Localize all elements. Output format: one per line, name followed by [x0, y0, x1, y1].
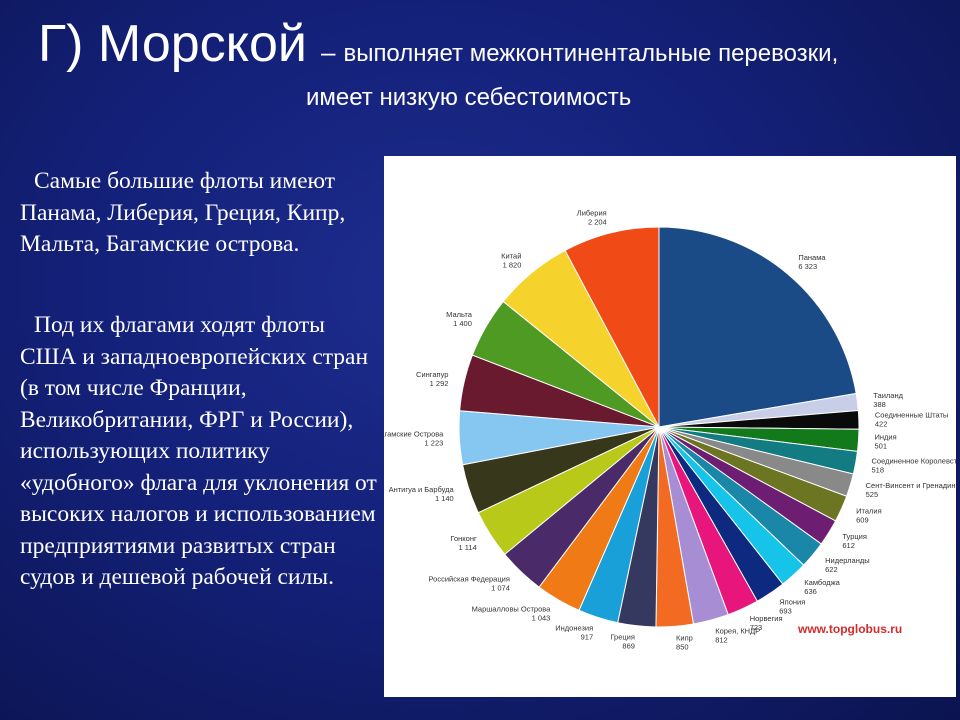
- slice-label-18: Гонконг: [450, 534, 477, 543]
- slice-label-24: Либерия: [577, 208, 607, 217]
- slice-value-6: 609: [856, 515, 869, 524]
- slice-label-5: Сент-Винсент и Гренадины: [866, 481, 956, 490]
- slice-value-2: 422: [875, 419, 888, 428]
- slice-label-4: Соединенное Королевство: [872, 457, 956, 466]
- slice-value-12: 812: [715, 636, 728, 645]
- title-rest: выполняет межконтинентальные перевозки,: [343, 40, 839, 67]
- slice-value-18: 1 114: [459, 543, 477, 552]
- slice-label-17: Российская Федерация: [429, 574, 510, 583]
- slice-value-19: 1 140: [435, 494, 454, 503]
- paragraph-convenience-flags: Под их флагами ходят флоты США и западно…: [20, 312, 377, 590]
- slice-label-21: Сингапур: [416, 370, 448, 379]
- slice-value-0: 6 323: [798, 262, 817, 271]
- slice-label-12: Корея, КНДР: [715, 627, 760, 636]
- slice-value-10: 693: [779, 606, 792, 615]
- title-dash: –: [320, 37, 336, 67]
- paragraph-largest-fleets: Самые большие флоты имеют Панама, Либери…: [20, 168, 346, 257]
- slice-label-6: Италия: [856, 506, 882, 515]
- slice-value-4: 518: [872, 466, 885, 475]
- slide-subtitle: имеет низкую себестоимость: [306, 84, 632, 111]
- slice-label-3: Индия: [875, 432, 897, 441]
- slice-value-8: 622: [825, 565, 838, 574]
- slice-value-23: 1 820: [503, 260, 522, 269]
- slice-value-15: 917: [581, 633, 594, 642]
- slice-label-1: Таиланд: [873, 391, 903, 400]
- slice-label-10: Япония: [779, 597, 805, 606]
- slice-value-14: 869: [622, 642, 635, 651]
- slide-title: Г) Морской – выполняет межконтинентальные …: [38, 14, 938, 74]
- pie-slice-24: [564, 226, 660, 428]
- slice-value-21: 1 292: [430, 379, 449, 388]
- slice-label-13: Кипр: [676, 633, 693, 642]
- slice-label-19: Антигуа и Барбуда: [389, 485, 455, 494]
- slice-value-17: 1 074: [491, 583, 510, 592]
- slice-value-1: 388: [873, 400, 886, 409]
- slice-label-14: Греция: [610, 633, 635, 642]
- slice-value-16: 1 043: [532, 614, 551, 623]
- slice-label-22: Мальта: [446, 310, 473, 319]
- pie-chart-panel: Панама 6 323 Таиланд 388 Соединенные Штаты 42…: [384, 156, 956, 697]
- slice-value-24: 2 204: [588, 217, 607, 226]
- slice-label-0: Панама: [798, 253, 826, 262]
- slice-label-15: Индонезия: [555, 624, 593, 633]
- slice-value-22: 1 400: [453, 319, 472, 328]
- pie-slice-0: [658, 226, 857, 428]
- slice-label-9: Камбоджа: [804, 578, 840, 587]
- slice-value-7: 612: [842, 541, 855, 550]
- slice-label-20: Багамские Острова: [384, 430, 444, 439]
- slice-label-2: Соединенные Штаты: [875, 410, 948, 419]
- slice-label-23: Китай: [501, 251, 521, 260]
- slice-value-20: 1 223: [425, 439, 444, 448]
- slice-value-5: 525: [866, 490, 879, 499]
- title-main: Г) Морской: [38, 15, 307, 73]
- watermark: www.topglobus.ru: [798, 622, 903, 636]
- slice-label-16: Маршалловы Острова: [472, 605, 552, 614]
- slice-label-11: Норвегия: [750, 614, 783, 623]
- slice-value-13: 850: [676, 642, 689, 651]
- slice-label-8: Нидерланды: [825, 556, 870, 565]
- slice-value-9: 636: [804, 587, 817, 596]
- slice-value-3: 501: [875, 441, 888, 450]
- slice-label-7: Турция: [842, 532, 867, 541]
- slice-value-11: 723: [750, 623, 763, 632]
